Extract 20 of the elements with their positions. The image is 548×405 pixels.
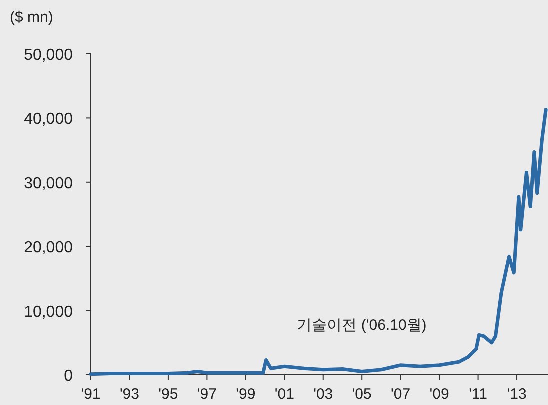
x-tick-label: '93 bbox=[120, 386, 140, 403]
y-tick-label: 10,000 bbox=[24, 304, 74, 321]
y-tick-label: 50,000 bbox=[24, 47, 74, 64]
x-tick-label: '09 bbox=[430, 386, 450, 403]
x-tick-label: '03 bbox=[314, 386, 334, 403]
y-tick-label: 0 bbox=[64, 368, 74, 385]
x-tick-label: '91 bbox=[81, 386, 101, 403]
y-axis-title: ($ mn) bbox=[10, 9, 54, 26]
x-tick-label: '01 bbox=[274, 386, 294, 403]
x-tick-label: '05 bbox=[352, 386, 372, 403]
x-tick-label: '07 bbox=[391, 386, 411, 403]
x-tick-label: '97 bbox=[197, 386, 217, 403]
x-tick-label: '11 bbox=[469, 386, 488, 403]
x-tick-label: '95 bbox=[158, 386, 178, 403]
y-tick-label: 20,000 bbox=[24, 240, 74, 257]
x-tick-label: '99 bbox=[236, 386, 256, 403]
annotation: 기술이전 ('06.10월) bbox=[297, 317, 427, 334]
y-tick-label: 40,000 bbox=[24, 111, 74, 128]
y-tick-label: 30,000 bbox=[24, 175, 74, 192]
x-tick-label: '13 bbox=[507, 386, 527, 403]
